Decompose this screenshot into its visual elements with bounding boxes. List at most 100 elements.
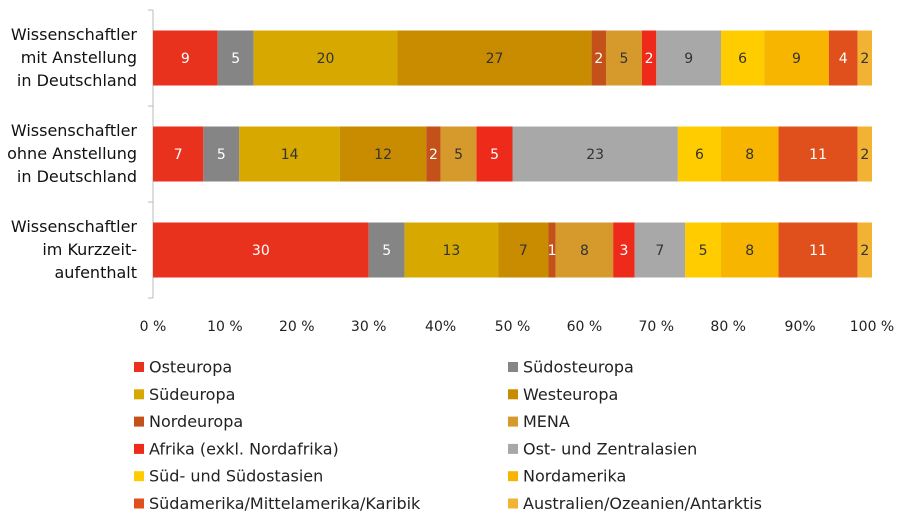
data-label: 5 (699, 243, 708, 259)
x-tick-label: 60 % (567, 319, 603, 335)
bar-segment (203, 126, 240, 182)
category-label: Wissenschaftler mit Anstellung in Deutsc… (10, 25, 137, 90)
legend-label: Südeuropa (149, 385, 235, 404)
x-tick-label: 50 % (495, 319, 531, 335)
data-label: 6 (695, 147, 704, 163)
bar-segment (857, 126, 872, 182)
legend-label: Süd- und Südostasien (149, 467, 323, 486)
bar-segment (857, 30, 872, 86)
data-label: 8 (580, 243, 589, 259)
bar-segment (253, 30, 398, 86)
bar-segment (591, 30, 606, 86)
legend-label: Südosteuropa (523, 358, 634, 377)
bar-segment (721, 126, 779, 182)
data-label: 3 (619, 243, 628, 259)
bar-segment (153, 222, 369, 278)
bar-segment (721, 30, 765, 86)
data-label: 8 (745, 243, 754, 259)
legend-swatch (134, 416, 144, 427)
data-label: 5 (619, 51, 628, 67)
data-label: 7 (519, 243, 528, 259)
x-tick-label: 70 % (639, 319, 675, 335)
bar-segment (239, 126, 340, 182)
data-label: 9 (684, 51, 693, 67)
legend-label: Osteuropa (149, 358, 232, 377)
bar-segment (426, 126, 441, 182)
legend-swatch (134, 443, 144, 454)
bar-segment (548, 222, 556, 278)
bar-segment (476, 126, 513, 182)
x-tick-label: 80 % (710, 319, 746, 335)
legend-swatch (508, 443, 518, 454)
data-label: 8 (745, 147, 754, 163)
bar-segment (555, 222, 614, 278)
legend-swatch (508, 471, 518, 482)
data-label: 5 (217, 147, 226, 163)
legend-swatch (508, 498, 518, 509)
x-tick-label: 40% (425, 319, 456, 335)
bar-segment (778, 222, 858, 278)
bar-segment (404, 222, 499, 278)
bar-segment (339, 126, 427, 182)
bar-segment (634, 222, 686, 278)
data-label: 5 (490, 147, 499, 163)
bar-segment (613, 222, 635, 278)
data-label: 13 (442, 243, 460, 259)
bar-segment (153, 30, 218, 86)
legend-swatch (134, 471, 144, 482)
bar-segment (828, 30, 858, 86)
x-tick-label: 20 % (279, 319, 315, 335)
bar-segment (857, 222, 872, 278)
legend-swatch (134, 389, 144, 400)
bar-segment (721, 222, 779, 278)
bar-segment (153, 126, 204, 182)
legend-swatch (508, 362, 518, 372)
data-label: 9 (181, 51, 190, 67)
bar-segment (512, 126, 678, 182)
data-label: 5 (454, 147, 463, 163)
data-label: 5 (382, 243, 391, 259)
bar-segment (217, 30, 254, 86)
bar-segment (498, 222, 549, 278)
legend-label: MENA (523, 412, 570, 431)
legend-swatch (508, 416, 518, 427)
data-label: 2 (860, 243, 869, 259)
data-label: 12 (374, 147, 392, 163)
bar-segment (764, 30, 829, 86)
data-label: 2 (429, 147, 438, 163)
data-label: 2 (860, 147, 869, 163)
data-label: 2 (645, 51, 654, 67)
legend-label: Australien/Ozeanien/Antarktis (523, 494, 762, 513)
data-label: 20 (317, 51, 335, 67)
bar-segment (656, 30, 722, 86)
bar-segment (685, 222, 722, 278)
data-label: 14 (281, 147, 299, 163)
bar-segment (605, 30, 642, 86)
data-label: 7 (655, 243, 664, 259)
x-tick-label: 0 % (140, 319, 167, 335)
bar-segment (368, 222, 405, 278)
category-label: Wissenschaftler im Kurzzeit- aufenthalt (10, 217, 137, 282)
data-label: 30 (252, 243, 270, 259)
data-label: 23 (586, 147, 604, 163)
bar-segment (440, 126, 477, 182)
legend-label: Ost- und Zentralasien (523, 439, 697, 458)
legend-swatch (508, 389, 518, 400)
data-label: 9 (792, 51, 801, 67)
legend-label: Nordamerika (523, 467, 626, 486)
bar-segment (641, 30, 657, 86)
data-label: 11 (809, 147, 827, 163)
bar-segment (778, 126, 858, 182)
legend-label: Südamerika/Mittelamerika/Karibik (149, 494, 421, 513)
legend-label: Afrika (exkl. Nordafrika) (149, 439, 339, 458)
legend-swatch (134, 362, 144, 372)
x-tick-label: 100 % (850, 319, 894, 335)
data-label: 27 (486, 51, 504, 67)
legend-label: Nordeuropa (149, 412, 243, 431)
legend-swatch (134, 498, 144, 509)
data-label: 4 (839, 51, 848, 67)
data-label: 6 (738, 51, 747, 67)
data-label: 2 (860, 51, 869, 67)
x-tick-label: 90% (785, 319, 816, 335)
